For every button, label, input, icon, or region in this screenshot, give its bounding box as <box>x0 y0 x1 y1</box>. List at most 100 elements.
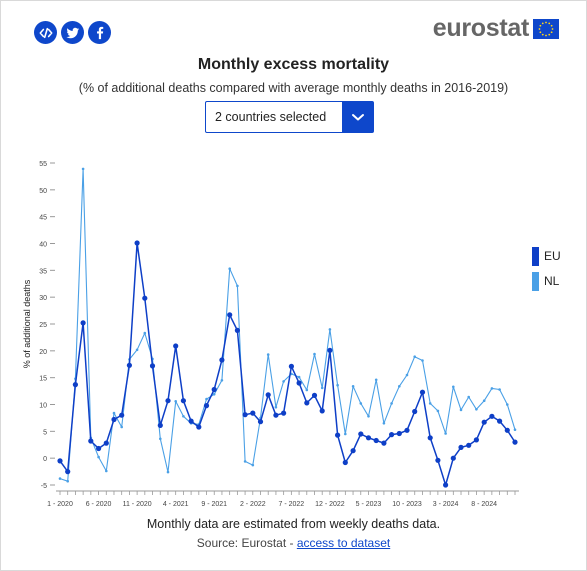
data-point-eu <box>481 419 487 425</box>
legend-label-nl: NL <box>544 274 560 288</box>
data-point-nl <box>452 385 455 389</box>
facebook-button[interactable] <box>88 21 111 44</box>
data-point-eu <box>142 295 148 301</box>
y-tick-label: -5 <box>41 483 47 490</box>
dataset-link[interactable]: access to dataset <box>296 536 391 550</box>
x-tick-label: 3 - 2024 <box>433 501 459 508</box>
data-point-eu <box>389 432 395 438</box>
data-point-eu <box>265 392 271 398</box>
y-axis-label: % of additional deaths <box>22 279 32 368</box>
data-point-eu <box>319 408 325 414</box>
x-tick-label: 6 - 2020 <box>86 501 112 508</box>
data-point-eu <box>257 419 264 425</box>
data-point-eu <box>311 392 318 398</box>
x-tick-label: 8 - 2024 <box>471 501 497 508</box>
share-bar <box>34 21 111 44</box>
y-axis: -5 0 5 10 15 20 25 30 35 40 45 50 55 <box>39 161 55 490</box>
chart-subtitle: (% of additional deaths compared with av… <box>78 81 509 95</box>
y-tick-label: 5 <box>43 429 47 436</box>
data-point-eu <box>342 459 348 466</box>
data-point-eu <box>65 469 71 475</box>
data-point-nl <box>236 284 239 288</box>
footnote: Monthly data are estimated from weekly d… <box>146 517 441 531</box>
data-point-eu <box>381 440 387 446</box>
x-tick-label: 1 - 2020 <box>47 501 73 508</box>
data-point-eu <box>419 389 426 395</box>
x-axis: 1 - 2020 6 - 2020 11 - 2020 4 - 2021 9 - 202… <box>47 490 519 508</box>
data-point-nl <box>328 328 332 331</box>
data-point-eu <box>497 418 503 424</box>
source-line: Source: Eurostat - access to dataset <box>0 536 587 550</box>
data-point-eu <box>473 437 479 443</box>
country-selector-value: 2 countries selected <box>215 110 327 124</box>
data-point-nl <box>436 409 440 413</box>
source-prefix: Source: Eurostat - <box>196 536 297 550</box>
data-point-eu <box>103 440 109 446</box>
twitter-button[interactable] <box>61 21 84 44</box>
eurostat-logo: eurostat <box>433 14 559 43</box>
x-tick-label: 12 - 2022 <box>315 501 345 508</box>
y-tick-label: 30 <box>39 295 47 302</box>
data-point-eu <box>88 438 94 444</box>
data-point-nl <box>228 267 231 270</box>
legend-label-eu: EU <box>544 249 561 263</box>
series-line-eu <box>59 242 516 486</box>
data-point-nl <box>413 355 417 358</box>
facebook-icon <box>96 26 103 39</box>
data-point-eu <box>180 398 186 404</box>
country-selector[interactable]: 2 countries selected <box>205 101 374 133</box>
data-point-eu <box>126 362 132 368</box>
y-tick-label: 25 <box>39 322 47 329</box>
data-point-eu <box>57 458 63 464</box>
legend-item-nl[interactable]: NL <box>532 271 561 291</box>
data-point-eu <box>443 482 449 488</box>
dropdown-toggle[interactable] <box>342 102 373 132</box>
data-point-eu <box>489 413 495 419</box>
data-point-nl <box>398 385 401 388</box>
y-tick-label: 10 <box>39 403 47 410</box>
data-point-nl <box>58 477 62 480</box>
data-point-nl <box>444 432 447 435</box>
data-point-eu <box>458 444 464 450</box>
data-point-nl <box>421 359 424 362</box>
data-point-nl <box>359 402 363 405</box>
legend-swatch-nl <box>532 271 539 291</box>
data-point-nl <box>205 397 208 401</box>
data-point-nl <box>135 348 139 352</box>
y-tick-label: 0 <box>43 456 47 463</box>
data-point-nl <box>475 408 478 411</box>
data-point-nl <box>266 353 270 356</box>
data-point-nl <box>143 331 147 335</box>
embed-button[interactable] <box>34 21 57 44</box>
logo-text: eurostat <box>432 14 530 42</box>
x-tick-label: 4 - 2021 <box>163 501 189 508</box>
x-tick-label: 10 - 2023 <box>392 501 422 508</box>
data-point-nl <box>459 408 463 412</box>
legend-item-eu[interactable]: EU <box>532 246 561 266</box>
data-point-nl <box>120 425 123 429</box>
data-point-eu <box>80 320 86 326</box>
y-tick-label: 35 <box>39 268 47 275</box>
data-point-eu <box>450 455 456 461</box>
data-point-nl <box>166 470 170 474</box>
x-tick-label: 7 - 2022 <box>279 501 305 508</box>
data-point-eu <box>119 412 125 418</box>
data-point-nl <box>374 378 378 382</box>
data-point-nl <box>351 385 355 388</box>
data-point-eu <box>72 382 78 388</box>
series-line-nl <box>59 168 516 482</box>
embed-icon <box>39 27 52 38</box>
data-point-nl <box>506 403 509 406</box>
y-tick-label: 45 <box>39 215 47 222</box>
data-point-eu <box>111 416 117 423</box>
data-point-nl <box>97 455 100 459</box>
data-point-nl <box>482 399 486 402</box>
data-point-eu <box>165 398 171 404</box>
data-point-eu <box>281 410 287 416</box>
data-point-nl <box>159 437 162 441</box>
x-tick-label: 5 - 2023 <box>356 501 382 508</box>
data-point-nl <box>243 460 247 463</box>
data-point-eu <box>504 427 510 433</box>
data-point-nl <box>112 411 116 415</box>
data-point-nl <box>467 395 471 399</box>
